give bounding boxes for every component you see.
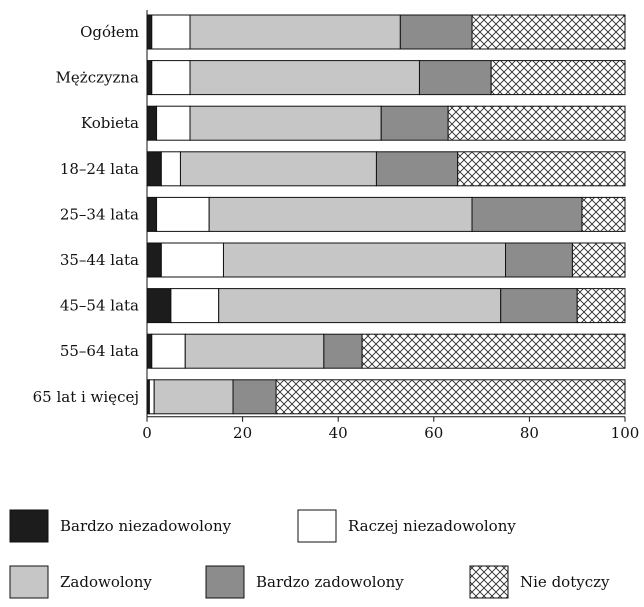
bar-25-34-lata-bardzo-zadowolony [471, 196, 583, 232]
bar-45-54-lata-zadowolony [218, 288, 502, 324]
category-label: 18–24 lata [60, 160, 139, 178]
bar-25-34-lata-bardzo-niezadowolony [146, 196, 158, 232]
bar-55-64-lata-bardzo-zadowolony [323, 333, 363, 369]
bar-kobieta-bardzo-zadowolony [380, 105, 449, 141]
bar-45-54-lata-nie-dotyczy [576, 288, 626, 324]
x-tick-label: 100 [611, 424, 640, 442]
bar-45-54-lata-bardzo-niezadowolony [146, 288, 172, 324]
legend-swatch [469, 565, 509, 599]
bar-25-34-lata-nie-dotyczy [581, 196, 626, 232]
bar-65-lat-i-wiecej-nie-dotyczy [275, 379, 626, 415]
bar-55-64-lata-raczej-niezadowolony [151, 333, 186, 369]
bar-35-44-lata-bardzo-zadowolony [505, 242, 573, 278]
category-label: Kobieta [81, 114, 139, 132]
legend-item-nie-dotyczy: Nie dotyczy [469, 565, 610, 599]
bar-65-lat-i-wiecej-raczej-niezadowolony [148, 379, 155, 415]
legend-item-raczej-niezadowolony: Raczej niezadowolony [297, 509, 516, 543]
x-tick-label: 20 [233, 424, 252, 442]
x-axis: 0 20 40 60 80 100 [142, 10, 639, 442]
bar-kobieta-raczej-niezadowolony [156, 105, 191, 141]
bar-18-24-lata-nie-dotyczy [457, 151, 626, 187]
x-tick-label: 40 [329, 424, 348, 442]
legend-label: Bardzo niezadowolony [60, 517, 232, 535]
bar-mezczyzna-raczej-niezadowolony [151, 60, 191, 96]
legend: Bardzo niezadowolony Raczej niezadowolony… [9, 509, 610, 599]
bar-35-44-lata-nie-dotyczy [571, 242, 626, 278]
legend-item-bardzo-zadowolony: Bardzo zadowolony [205, 565, 404, 599]
bar-55-64-lata-nie-dotyczy [361, 333, 626, 369]
bar-18-24-lata-raczej-niezadowolony [160, 151, 181, 187]
bar-kobieta-nie-dotyczy [447, 105, 626, 141]
bar-18-24-lata-bardzo-niezadowolony [146, 151, 162, 187]
bar-mezczyzna-nie-dotyczy [490, 60, 626, 96]
bar-65-lat-i-wiecej-zadowolony [153, 379, 234, 415]
legend-item-zadowolony: Zadowolony [9, 565, 152, 599]
bar-45-54-lata-bardzo-zadowolony [500, 288, 578, 324]
bar-mezczyzna-bardzo-zadowolony [418, 60, 492, 96]
legend-item-bardzo-niezadowolony: Bardzo niezadowolony [9, 509, 232, 543]
bar-ogolem-nie-dotyczy [471, 14, 626, 50]
bar-mezczyzna-zadowolony [189, 60, 420, 96]
category-label: 45–54 lata [60, 297, 139, 315]
bar-25-34-lata-zadowolony [208, 196, 473, 232]
bar-35-44-lata-zadowolony [222, 242, 506, 278]
bar-55-64-lata-bardzo-niezadowolony [146, 333, 153, 369]
category-label: 65 lat i więcej [33, 388, 139, 406]
category-labels: Ogółem Mężczyzna Kobieta 18–24 lata 25–34 la… [33, 23, 139, 406]
legend-swatch [205, 565, 245, 599]
legend-label: Zadowolony [60, 573, 152, 591]
bars-group [146, 14, 626, 415]
bar-ogolem-bardzo-zadowolony [399, 14, 473, 50]
category-label: Ogółem [80, 23, 139, 41]
bar-35-44-lata-raczej-niezadowolony [160, 242, 224, 278]
bar-35-44-lata-bardzo-niezadowolony [146, 242, 162, 278]
category-label: Mężczyzna [56, 69, 139, 87]
legend-label: Raczej niezadowolony [348, 517, 516, 535]
legend-label: Nie dotyczy [520, 573, 610, 591]
legend-swatch [9, 565, 49, 599]
bar-mezczyzna-bardzo-niezadowolony [146, 60, 153, 96]
bar-ogolem-bardzo-niezadowolony [146, 14, 153, 50]
bar-kobieta-zadowolony [189, 105, 382, 141]
bar-18-24-lata-zadowolony [179, 151, 377, 187]
bar-kobieta-bardzo-niezadowolony [146, 105, 158, 141]
category-label: 55–64 lata [60, 342, 139, 360]
x-tick-label: 0 [142, 424, 152, 442]
bar-45-54-lata-raczej-niezadowolony [170, 288, 220, 324]
category-label: 35–44 lata [60, 251, 139, 269]
x-tick-label: 80 [520, 424, 539, 442]
bar-55-64-lata-zadowolony [184, 333, 325, 369]
bar-65-lat-i-wiecej-bardzo-zadowolony [232, 379, 277, 415]
bar-ogolem-zadowolony [189, 14, 401, 50]
bar-ogolem-raczej-niezadowolony [151, 14, 191, 50]
category-label: 25–34 lata [60, 205, 139, 223]
x-tick-label: 60 [424, 424, 443, 442]
bar-25-34-lata-raczej-niezadowolony [156, 196, 210, 232]
legend-label: Bardzo zadowolony [256, 573, 404, 591]
legend-swatch [297, 509, 337, 543]
bar-18-24-lata-bardzo-zadowolony [375, 151, 459, 187]
legend-swatch [9, 509, 49, 543]
